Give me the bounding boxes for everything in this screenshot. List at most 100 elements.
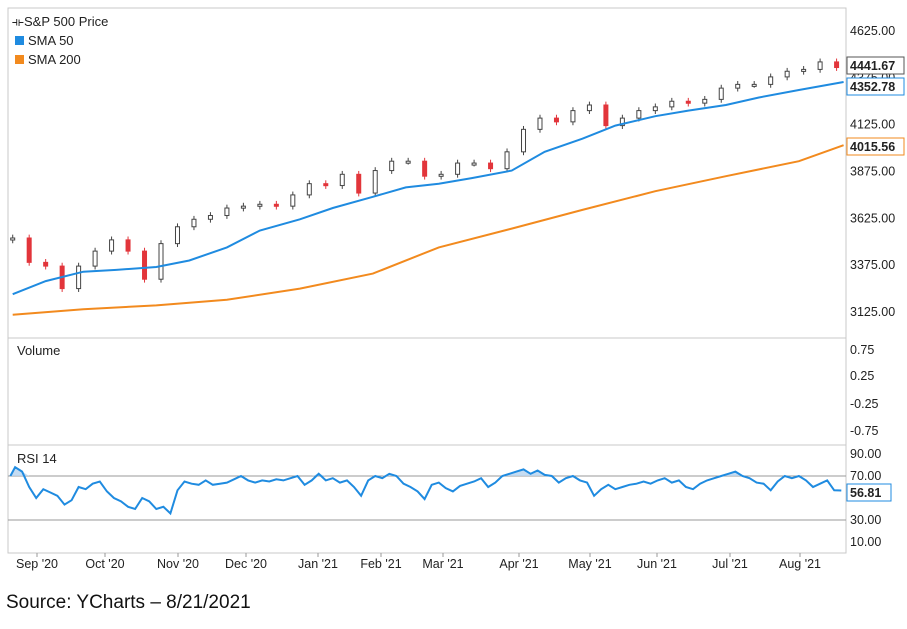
volume-y-tick-label: -0.75	[850, 424, 879, 438]
candle-body	[43, 261, 49, 267]
candle-body	[240, 205, 246, 209]
candle-body	[422, 160, 428, 177]
last-sma50-value: 4352.78	[850, 80, 895, 94]
volume-y-tick-label: 0.75	[850, 343, 874, 357]
legend-sma50-label: SMA 50	[28, 33, 74, 48]
candle-body	[356, 173, 362, 194]
candle-body	[257, 203, 263, 207]
candle-body	[273, 203, 279, 207]
candle-body	[405, 160, 411, 164]
rsi-panel	[7, 444, 847, 554]
candle-body	[306, 183, 312, 196]
candle-body	[817, 61, 823, 70]
candle-body	[669, 100, 675, 108]
price-y-tick-label: 4625.00	[850, 24, 895, 38]
candle-body	[471, 162, 477, 166]
legend-sma50-swatch	[15, 36, 24, 45]
candle-body	[224, 207, 230, 217]
legend-price-label: S&P 500 Price	[24, 14, 108, 29]
x-tick-label: Dec '20	[225, 557, 267, 571]
source-note: Source: YCharts – 8/21/2021	[6, 592, 251, 613]
price-y-tick-label: 3375.00	[850, 258, 895, 272]
volume-y-tick-label: -0.25	[850, 397, 879, 411]
x-tick-label: Apr '21	[499, 557, 538, 571]
candle-body	[158, 243, 164, 280]
volume-title: Volume	[17, 343, 60, 358]
x-tick-label: Sep '20	[16, 557, 58, 571]
price-y-axis: 4625.004375.004125.003875.003625.003375.…	[850, 24, 895, 319]
candle-body	[339, 173, 345, 187]
candle-body	[488, 162, 494, 170]
rsi-y-tick-label: 70.00	[850, 469, 881, 483]
last-rsi-flag: 56.81	[846, 483, 892, 502]
candle-body	[92, 250, 98, 267]
candle-body	[619, 117, 625, 127]
x-tick-label: Aug '21	[779, 557, 821, 571]
x-tick-label: Mar '21	[422, 557, 463, 571]
rsi-title: RSI 14	[17, 451, 57, 466]
candle-body	[834, 61, 840, 69]
candle-body	[784, 70, 790, 78]
x-tick-label: Oct '20	[85, 557, 124, 571]
candle-body	[636, 110, 642, 119]
candle-body	[372, 170, 378, 194]
price-candles	[10, 58, 840, 292]
last-sma50-flag: 4352.78	[846, 77, 905, 96]
candle-body	[718, 87, 724, 100]
candle-body	[438, 173, 444, 177]
candle-body	[10, 237, 16, 241]
rsi-y-tick-label: 30.00	[850, 513, 881, 527]
legend: ⟛ S&P 500 Price SMA 50 SMA 200	[12, 14, 108, 67]
x-tick-label: Nov '20	[157, 557, 199, 571]
last-price-value: 4441.67	[850, 59, 895, 73]
rsi-line	[9, 465, 842, 516]
rsi-y-tick-label: 90.00	[850, 447, 881, 461]
last-price-flag: 4441.67	[846, 56, 905, 75]
last-rsi-value: 56.81	[850, 486, 881, 500]
candle-body	[537, 117, 543, 130]
legend-sma200-label: SMA 200	[28, 52, 81, 67]
candle-body	[125, 239, 131, 252]
x-tick-label: Jul '21	[712, 557, 748, 571]
rsi-y-axis: 90.00 70.00 30.00 10.00	[850, 447, 881, 549]
candle-body	[768, 76, 774, 85]
candle-body	[76, 265, 82, 290]
candle-body	[389, 160, 395, 172]
candle-body	[801, 68, 807, 72]
candle-body	[751, 83, 757, 87]
candle-body	[290, 194, 296, 207]
price-y-tick-label: 4125.00	[850, 118, 895, 132]
candle-body	[652, 106, 658, 112]
sma-50-line	[12, 81, 844, 296]
candle-body	[603, 104, 609, 127]
volume-y-axis: 0.75 0.25 -0.25 -0.75	[850, 343, 879, 438]
candle-body	[191, 218, 197, 228]
candle-body	[553, 117, 559, 123]
volume-panel	[7, 337, 847, 446]
volume-y-tick-label: 0.25	[850, 369, 874, 383]
price-y-tick-label: 3875.00	[850, 165, 895, 179]
candle-body	[455, 162, 461, 175]
candle-body	[142, 250, 148, 280]
legend-sma200-swatch	[15, 55, 24, 64]
candlestick-icon: ⟛	[12, 14, 24, 29]
rsi-y-tick-label: 10.00	[850, 535, 881, 549]
candle-body	[570, 110, 576, 123]
x-tick-label: Feb '21	[360, 557, 401, 571]
candle-body	[521, 128, 527, 153]
candle-body	[26, 237, 32, 263]
last-sma200-flag: 4015.56	[846, 137, 905, 156]
candle-body	[685, 100, 691, 104]
sma-200-line	[12, 144, 844, 316]
candle-body	[586, 104, 592, 112]
x-tick-label: May '21	[568, 557, 611, 571]
candle-body	[323, 183, 329, 187]
x-tick-label: Jan '21	[298, 557, 338, 571]
candle-body	[174, 226, 180, 245]
candle-body	[207, 215, 213, 220]
candle-body	[702, 98, 708, 104]
price-y-tick-label: 3125.00	[850, 305, 895, 319]
candle-body	[109, 239, 115, 252]
x-axis: Sep '20 Oct '20 Nov '20 Dec '20 Jan '21 Feb '…	[16, 553, 821, 571]
